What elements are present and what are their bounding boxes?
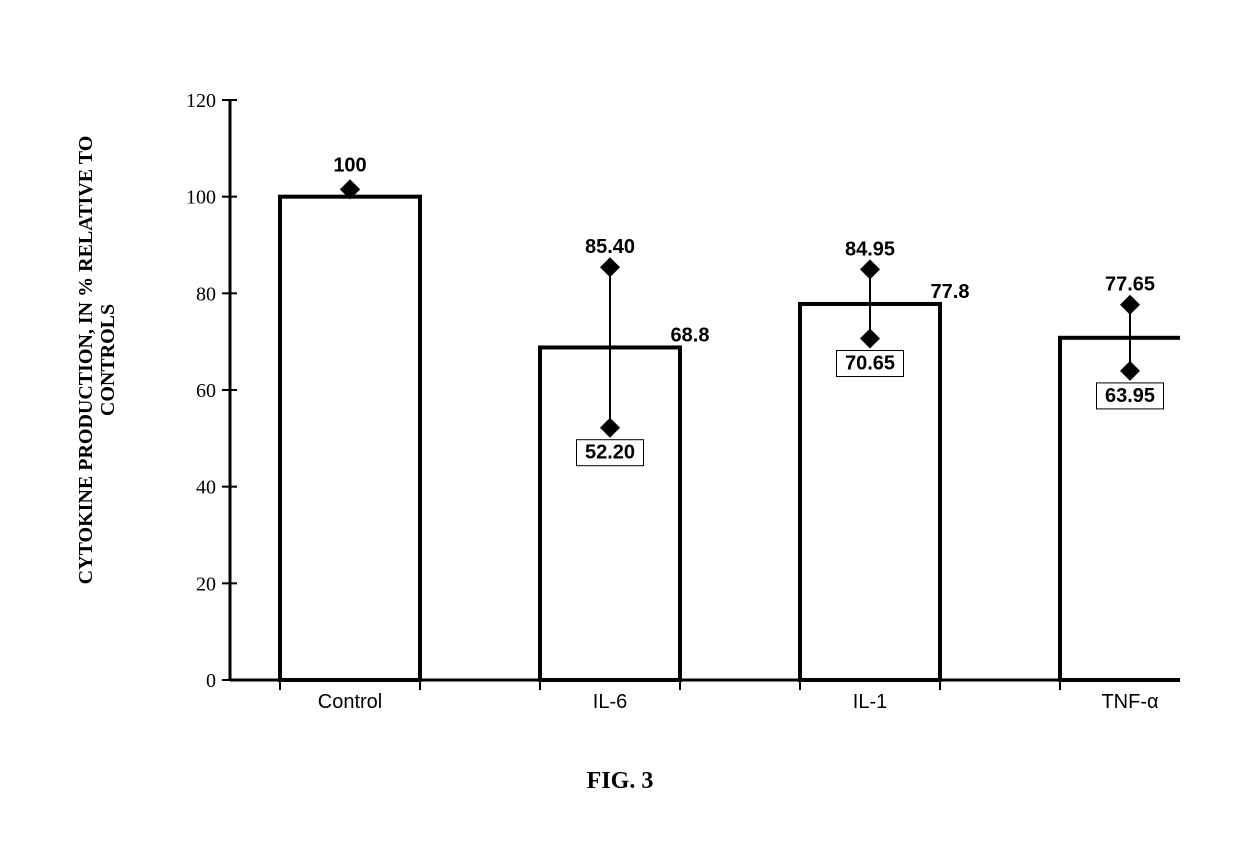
y-axis-label-line-2: CONTROLS: [97, 304, 119, 416]
y-tick-label: 20: [196, 573, 216, 595]
bar-value-label: 77.8: [931, 281, 970, 303]
value-label: 77.65: [1105, 274, 1155, 296]
value-label: 85.40: [585, 236, 635, 258]
value-label: 70.65: [845, 353, 895, 375]
value-label: 100: [333, 154, 366, 176]
category-label: Control: [318, 691, 382, 713]
bar: [280, 197, 420, 680]
data-marker-icon: [1120, 295, 1140, 315]
data-marker-icon: [600, 257, 620, 277]
chart-svg: 0 20 40 60 80 100 120 100 Control 85.40 52.20 68.8 I…: [120, 40, 1180, 740]
category-label: IL-6: [593, 691, 627, 713]
data-marker-icon: [860, 259, 880, 279]
y-tick-label: 80: [196, 283, 216, 305]
figure-caption: FIG. 3: [0, 768, 1240, 795]
y-tick-label: 100: [186, 187, 216, 209]
value-label: 52.20: [585, 442, 635, 464]
y-axis-label-line-1: CYTOKINE PRODUCTION, IN % RELATIVE TO: [75, 136, 97, 585]
y-tick-label: 40: [196, 477, 216, 499]
value-label: 84.95: [845, 238, 895, 260]
y-tick-label: 60: [196, 380, 216, 402]
page: CYTOKINE PRODUCTION, IN % RELATIVE TO CO…: [0, 0, 1240, 844]
category-label: TNF-α: [1101, 691, 1158, 713]
y-axis-label: CYTOKINE PRODUCTION, IN % RELATIVE TO CO…: [75, 80, 119, 640]
y-tick-label: 120: [186, 90, 216, 112]
bar-value-label: 68.8: [671, 324, 710, 346]
value-label: 63.95: [1105, 385, 1155, 407]
y-tick-label: 0: [206, 670, 216, 692]
category-label: IL-1: [853, 691, 887, 713]
